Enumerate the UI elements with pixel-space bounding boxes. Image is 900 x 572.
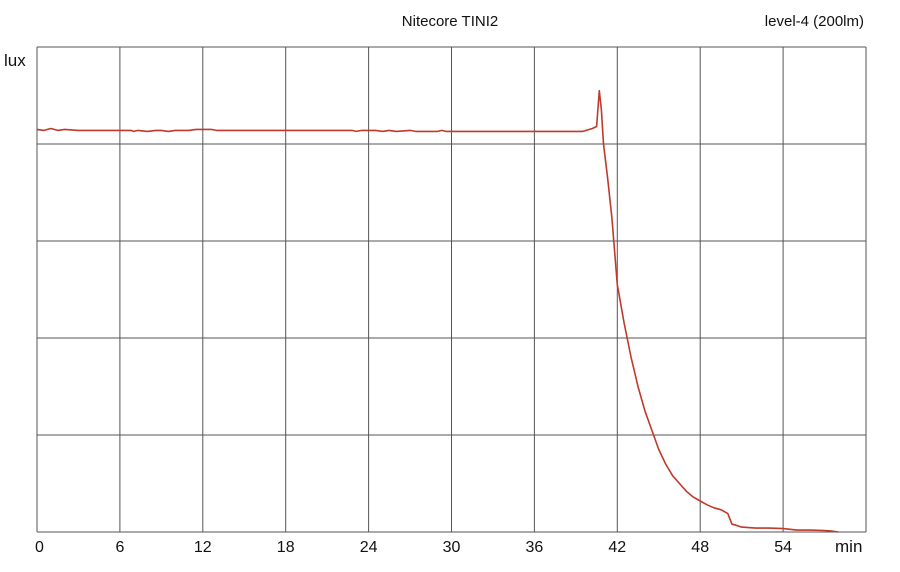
x-tick-label: 24 [360,539,378,556]
x-tick-label: 6 [115,539,124,556]
x-tick-label: 12 [194,539,212,556]
x-tick-label: 30 [443,539,461,556]
x-tick-label: 0 [35,539,44,556]
chart-title: Nitecore TINI2 [402,13,498,30]
x-tick-label: 54 [774,539,792,556]
x-tick-label: 42 [608,539,626,556]
x-tick-label: 36 [526,539,544,556]
series-layer [36,89,839,533]
x-tick-label: 18 [277,539,295,556]
chart-subtitle: level-4 (200lm) [765,13,864,30]
x-tick-label: 48 [691,539,709,556]
x-axis-unit-label: min [835,537,862,556]
x-axis-ticks: 0 6 12 18 24 30 36 42 48 54 [35,539,792,556]
grid [36,46,867,533]
series-line [36,89,839,533]
y-axis-unit-label: lux [4,51,26,70]
